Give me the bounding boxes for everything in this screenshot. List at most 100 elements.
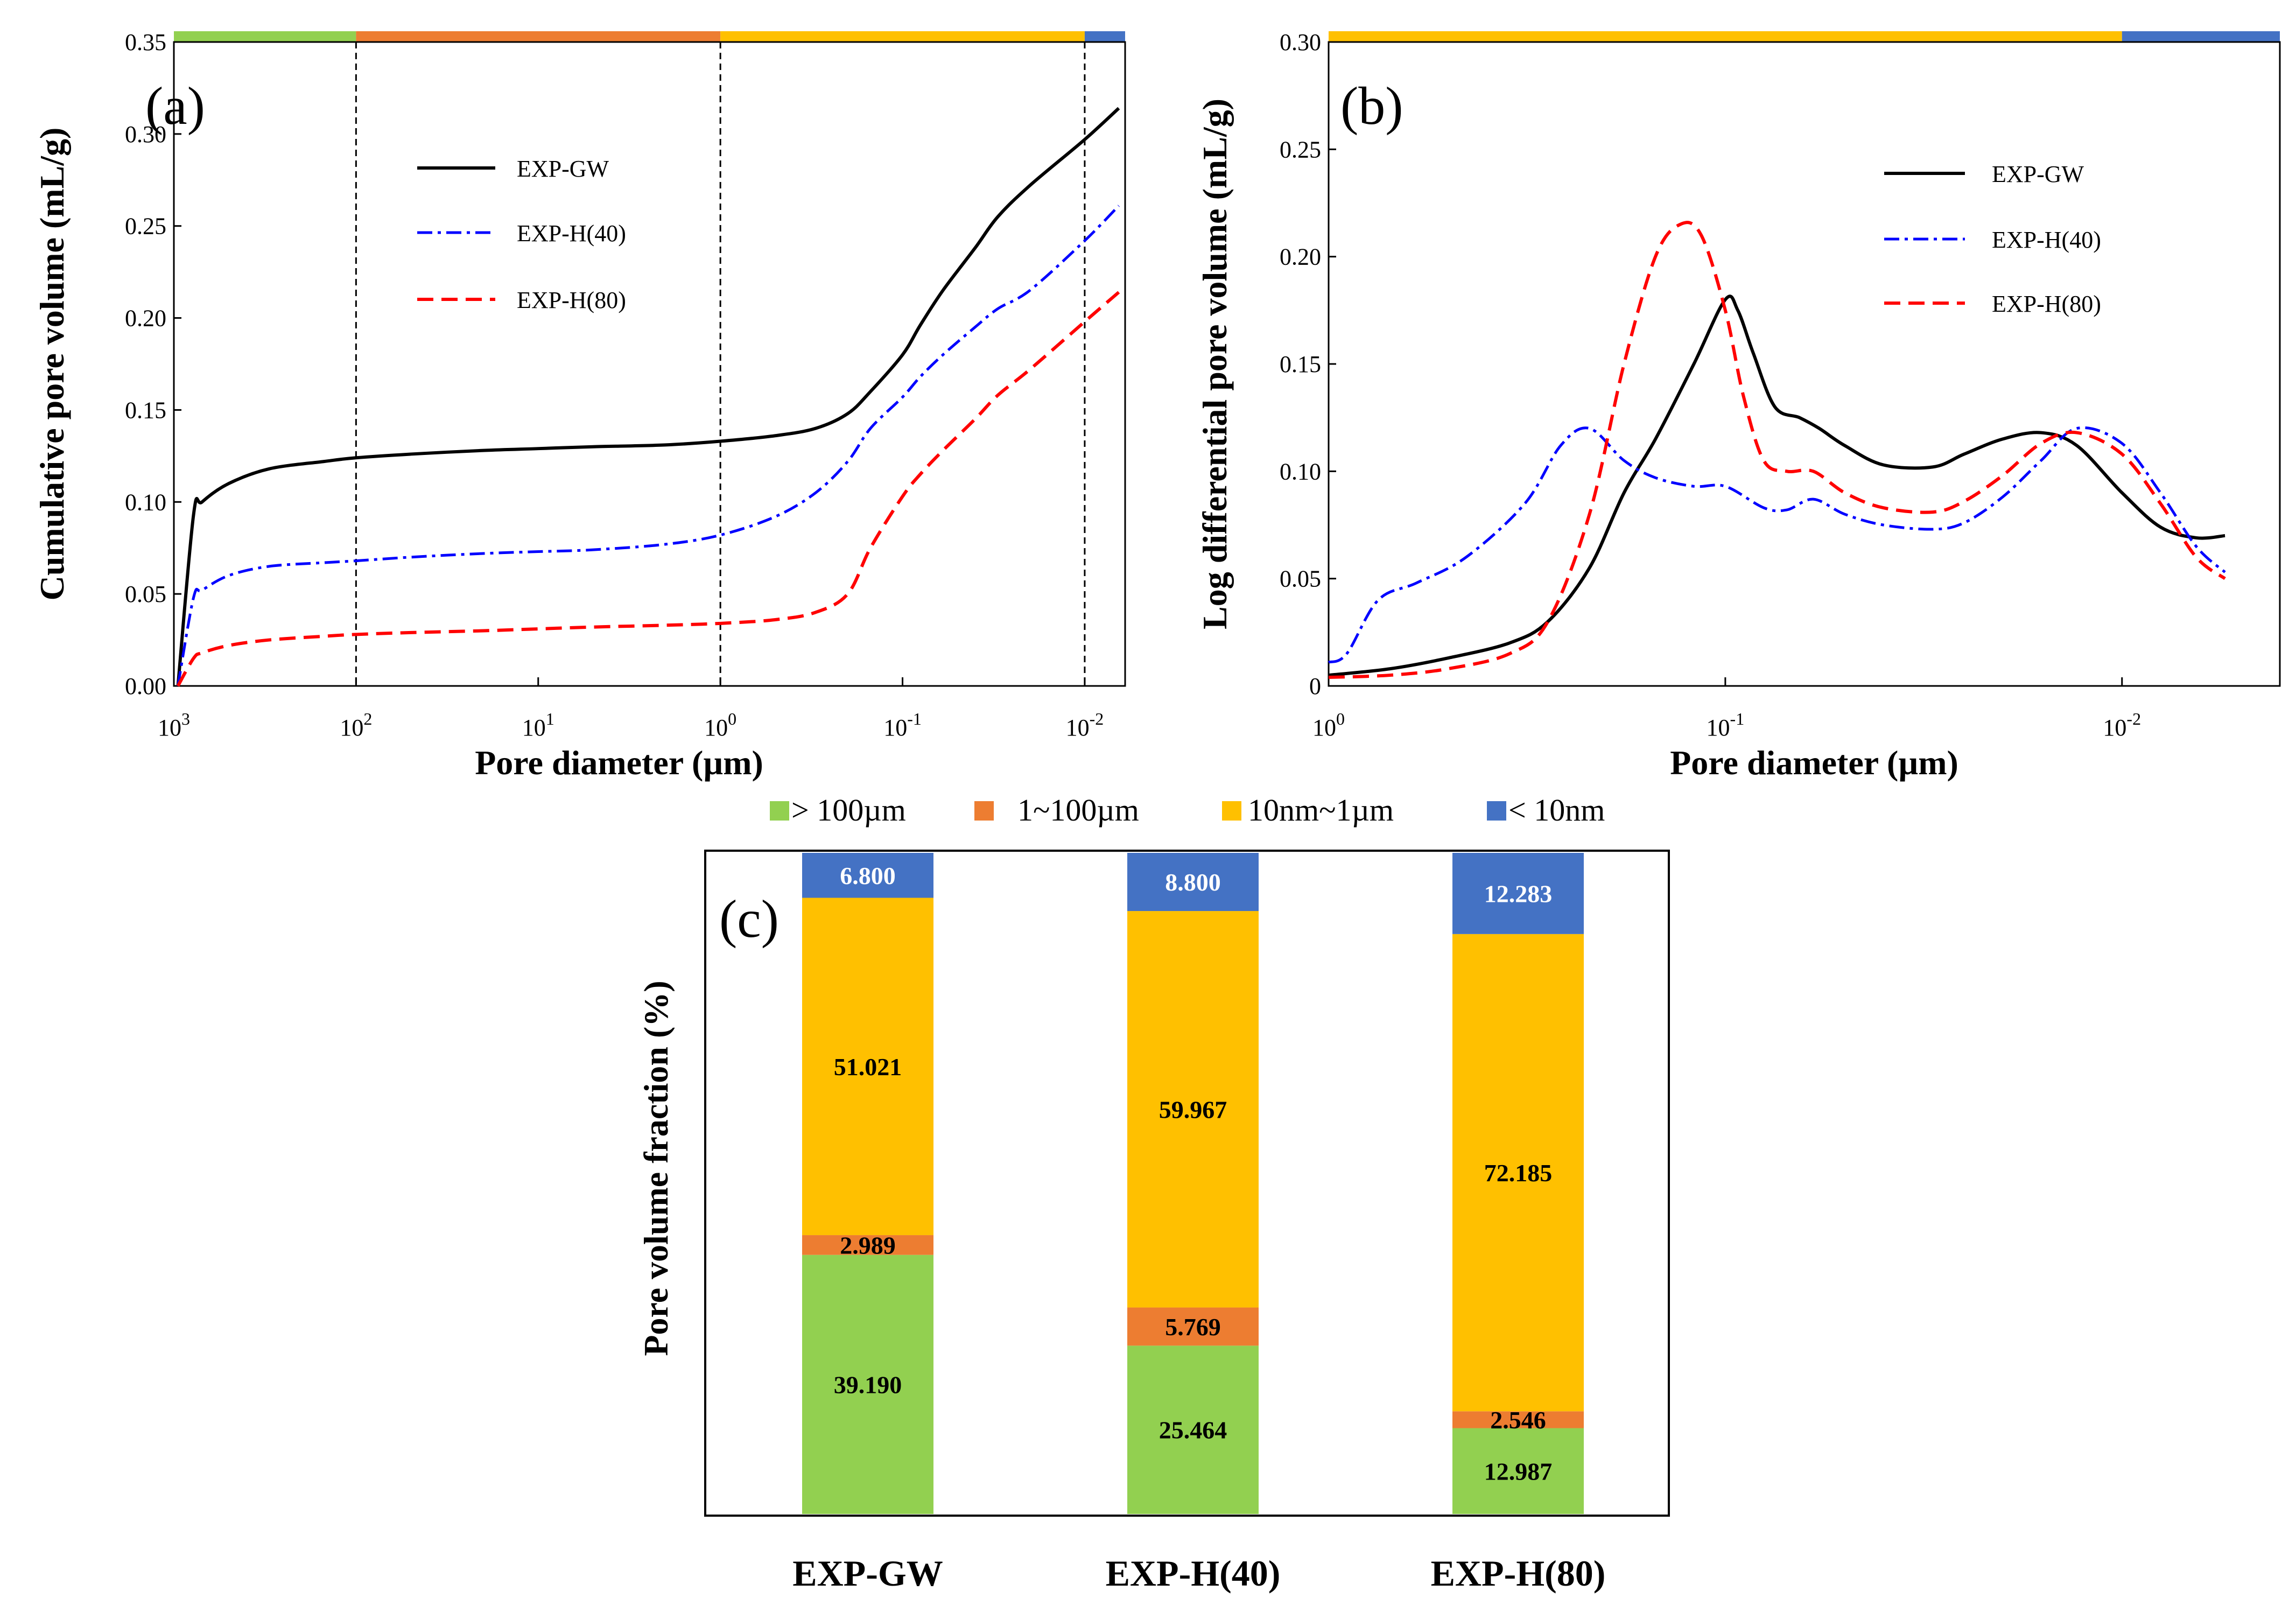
a-y-tick-label-1: 0.05 xyxy=(125,581,166,607)
a-x-axis-title: Pore diameter (µm) xyxy=(475,744,763,782)
a-x-tick-label-4: 10-1 xyxy=(883,709,922,741)
a-y-tick-label-0: 0.00 xyxy=(125,673,166,699)
a-x-tick-label-1: 102 xyxy=(340,709,372,741)
panel-b: 00.050.100.150.200.250.30 100 10-1 10-2 (b… xyxy=(1196,29,2281,782)
c-legend-swatch-yellow xyxy=(1222,801,1241,821)
b-range-bar xyxy=(1329,31,2280,42)
a-x-tick-base-3: 10 xyxy=(704,714,728,741)
c-bar-0-3 xyxy=(802,853,933,898)
c-bars: 39.190 2.989 51.021 6.800 25.464 5.769 59.967 8… xyxy=(802,853,1584,1514)
b-range-bar-0 xyxy=(1329,31,2122,42)
c-bar-label-0-1: 2.989 xyxy=(840,1231,896,1259)
c-bar-2-3 xyxy=(1452,853,1584,934)
a-x-tick-base-0: 10 xyxy=(158,714,181,741)
c-bar-label-0-3: 6.800 xyxy=(840,862,896,889)
c-bar-1-3 xyxy=(1127,853,1259,912)
b-range-bar-1 xyxy=(2122,31,2280,42)
a-series-lines xyxy=(176,107,1120,687)
a-y-tick-label-4: 0.20 xyxy=(125,305,166,332)
b-legend-label-h80: EXP-H(80) xyxy=(1992,291,2101,317)
b-series-line-0 xyxy=(1328,295,2225,677)
a-y-ticks: 0.00 0.05 0.10 0.15 0.20 0.25 0.30 0.35 xyxy=(125,29,181,699)
b-legend-label-gw: EXP-GW xyxy=(1992,161,2084,187)
a-range-bar-2 xyxy=(720,31,1085,42)
b-y-tick-label-3: 0.15 xyxy=(1280,351,1321,377)
b-x-tick-exp-0: 0 xyxy=(1336,709,1345,728)
a-range-bar-3 xyxy=(1084,31,1125,42)
c-category-0: EXP-GW xyxy=(792,1553,943,1594)
a-series-line-2 xyxy=(176,291,1120,687)
a-x-tick-exp-2: 1 xyxy=(546,709,554,728)
a-legend-label-h80: EXP-H(80) xyxy=(517,287,626,313)
panel-c: > 100µm 1~100µm 10nm~1µm < 10nm 39.190 2.… xyxy=(637,793,1670,1594)
a-y-tick-label-2: 0.10 xyxy=(125,489,166,515)
b-series-lines xyxy=(1328,221,2226,679)
c-panel-label: (c) xyxy=(719,889,779,949)
c-bar-label-1-1: 5.769 xyxy=(1165,1313,1221,1341)
a-x-tick-exp-4: -1 xyxy=(907,709,922,728)
c-bar-label-2-2: 72.185 xyxy=(1484,1159,1553,1187)
c-bar-1-2 xyxy=(1127,911,1259,1308)
c-category-1: EXP-H(40) xyxy=(1106,1553,1281,1594)
b-y-tick-label-1: 0.05 xyxy=(1280,566,1321,592)
a-x-tick-exp-0: 3 xyxy=(181,709,190,728)
b-x-tick-base-1: 10 xyxy=(1707,714,1730,741)
b-x-tick-label-0: 100 xyxy=(1312,709,1345,741)
c-bar-label-1-2: 59.967 xyxy=(1159,1096,1227,1123)
a-legend-label-gw: EXP-GW xyxy=(517,156,609,182)
a-x-tick-label-3: 100 xyxy=(704,709,736,741)
c-legend-swatch-green xyxy=(770,801,789,821)
a-x-tick-base-4: 10 xyxy=(883,714,907,741)
c-bar-1-1 xyxy=(1127,1307,1259,1346)
c-bar-0-2 xyxy=(802,898,933,1236)
b-x-tick-exp-2: -2 xyxy=(2126,709,2141,728)
a-series-line-1 xyxy=(177,205,1120,686)
b-x-tick-label-2: 10-2 xyxy=(2103,709,2141,741)
a-y-tick-label-5: 0.25 xyxy=(125,213,166,240)
panel-a: 0.000.050.100.150.200.250.300.35 103 102 1… xyxy=(33,29,1126,782)
a-y-tick-label-3: 0.15 xyxy=(125,397,166,423)
a-range-bar-1 xyxy=(356,31,721,42)
c-category-2: EXP-H(80) xyxy=(1431,1553,1606,1594)
c-legend-swatch-orange xyxy=(974,801,994,821)
a-y-axis-title: Cumulative pore volume (mL/g) xyxy=(33,128,71,601)
b-x-tick-label-1: 10-1 xyxy=(1707,709,1745,741)
b-x-tick-exp-1: -1 xyxy=(1730,709,1745,728)
a-x-tick-label-0: 103 xyxy=(158,709,190,741)
c-bar-0-0 xyxy=(802,1254,933,1514)
a-x-tick-exp-3: 0 xyxy=(728,709,736,728)
a-x-tick-base-1: 10 xyxy=(340,714,363,741)
c-bar-label-1-3: 8.800 xyxy=(1165,868,1221,896)
c-bar-label-0-0: 39.190 xyxy=(834,1371,902,1398)
a-range-bar-0 xyxy=(174,31,356,42)
b-y-axis-title: Log differential pore volume (mL/g) xyxy=(1196,99,1234,629)
b-panel-label: (b) xyxy=(1340,76,1403,136)
c-plot-frame xyxy=(704,850,1670,1517)
c-bar-label-1-0: 25.464 xyxy=(1159,1417,1227,1444)
a-series-line-0 xyxy=(176,107,1120,686)
b-y-tick-label-6: 0.30 xyxy=(1280,29,1321,55)
a-x-tick-exp-1: 2 xyxy=(363,709,372,728)
b-series-line-1 xyxy=(1328,426,2226,664)
c-legend: > 100µm 1~100µm 10nm~1µm < 10nm xyxy=(770,793,1605,828)
b-y-tick-label-5: 0.25 xyxy=(1280,136,1321,163)
c-bar-label-2-0: 12.987 xyxy=(1484,1457,1553,1485)
a-legend-label-h40: EXP-H(40) xyxy=(517,220,626,247)
a-x-ticks: 103 102 101 100 10-1 10-2 xyxy=(158,677,1104,741)
a-legend: EXP-GW EXP-H(40) EXP-H(80) xyxy=(417,156,626,313)
b-x-ticks: 100 10-1 10-2 xyxy=(1312,677,2141,741)
a-x-tick-base-5: 10 xyxy=(1066,714,1090,741)
a-panel-label: (a) xyxy=(145,76,205,136)
a-y-tick-label-6: 0.30 xyxy=(125,121,166,148)
a-x-tick-label-5: 10-2 xyxy=(1066,709,1104,741)
b-legend: EXP-GW EXP-H(40) EXP-H(80) xyxy=(1884,161,2101,317)
c-category-labels: EXP-GW EXP-H(40) EXP-H(80) xyxy=(792,1553,1605,1594)
b-y-tick-label-2: 0.10 xyxy=(1280,458,1321,485)
b-x-axis-title: Pore diameter (µm) xyxy=(1670,744,1958,782)
a-range-bar xyxy=(174,31,1125,42)
b-plot-frame xyxy=(1328,41,2281,687)
c-bar-label-2-3: 12.283 xyxy=(1484,880,1553,907)
a-plot-frame xyxy=(173,41,1126,687)
a-dividers xyxy=(355,42,1086,686)
